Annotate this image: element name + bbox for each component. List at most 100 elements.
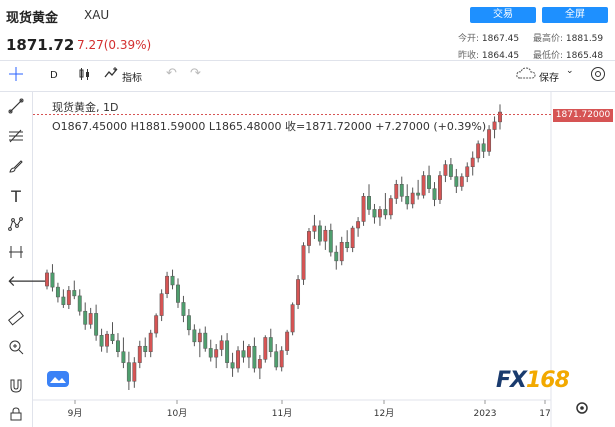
candle-body [132,362,137,382]
candle-body [459,176,464,187]
candle-body [165,275,170,294]
x-axis-labels: 9月 10月 11月 12月 2023 17 [68,400,551,419]
ruler-icon[interactable] [7,310,25,328]
candle-body [421,175,426,196]
fx168-watermark: FX168 [496,368,570,393]
candle-body [66,290,71,305]
measure-icon[interactable] [7,244,25,262]
candle-body [416,192,421,196]
camera-icon[interactable] [590,66,606,85]
last-price-label: 1871.72000 [553,108,613,122]
watermark-text: FX [496,368,527,393]
candle-body [246,345,251,358]
candle-body [334,251,339,262]
redo-icon[interactable]: ↷ [190,66,201,81]
candle-body [252,345,257,369]
x-axis-label: 11月 [272,408,292,419]
candle-body [285,331,290,351]
prev-close-value: 1864.45 [481,51,520,61]
trade-button[interactable]: 交易 [470,7,536,23]
text-icon[interactable]: T [11,187,21,206]
magnet-icon[interactable] [7,378,25,396]
candle-body [148,332,153,352]
candle-body [159,293,164,316]
candle-body [274,351,279,368]
candle-body [399,184,404,197]
candle-body [448,164,453,177]
candle-body [443,164,448,176]
candle-body [388,198,393,216]
open-label: 今开: [458,34,480,44]
candle-body [110,333,115,342]
zoom-icon[interactable] [7,339,25,357]
crosshair-icon[interactable] [7,66,25,84]
candle-body [219,340,224,350]
settings-icon[interactable] [576,402,588,414]
candle-body [230,362,235,369]
candle-body [432,188,437,200]
candle-body [290,304,295,333]
series-legend-ohlc: O1867.45000 H1881.59000 L1865.48000 收=18… [52,120,487,133]
candle-body [323,229,328,242]
fib-icon[interactable] [7,128,25,146]
stat-prev-close: 昨收: 1864.45 [458,48,519,61]
trendline-icon[interactable] [7,98,25,116]
candle-body [197,332,202,343]
candle-body [50,272,55,288]
candle-body [328,229,333,253]
candle-body [176,284,180,303]
indicators-button[interactable]: 指标 [122,73,142,84]
candle-body [356,221,361,229]
candle-body [263,337,268,360]
series-legend-name[interactable]: 现货黄金, 1D [52,101,119,114]
fullscreen-button[interactable]: 全屏 [542,7,608,23]
candle-body [186,315,191,331]
candle-body [394,184,399,199]
compare-icon[interactable] [104,66,120,83]
candle-body [470,157,475,168]
chart-logo-icon [47,371,69,387]
stat-high: 最高价: 1881.59 [533,31,603,44]
candle-body [257,359,262,369]
candle-body [279,350,284,368]
candle-body [317,225,322,242]
chevron-down-icon[interactable]: ⌄ [566,66,574,76]
candle-body [181,302,186,316]
pattern-icon[interactable] [7,216,25,234]
open-value: 1867.45 [481,34,520,44]
candle-body [45,272,49,287]
candle-body [208,348,213,358]
watermark-number: 168 [526,368,570,393]
candle-body [170,275,175,286]
candle-body [454,176,459,187]
interval-button[interactable]: D [50,70,58,81]
candle-body [121,351,126,363]
candle-body [372,209,377,218]
candle-body [438,175,442,200]
candle-body [83,310,88,325]
lock-icon[interactable] [7,406,25,424]
candles-icon[interactable] [78,67,92,84]
stat-open: 今开: 1867.45 [458,31,519,44]
candle-body [105,333,109,347]
candle-body [377,209,382,218]
x-axis-label: 10月 [167,408,187,419]
low-label: 最低价: [533,51,564,61]
candle-body [410,192,415,205]
x-axis-label: 2023 [474,409,497,419]
candle-body [487,129,492,152]
save-button[interactable]: 保存 [539,73,559,84]
candle-body [143,345,148,352]
candle-body [88,313,93,325]
last-price: 1871.72 [6,36,75,54]
candle-body [203,332,208,349]
candle-body [405,196,410,205]
brush-icon[interactable] [7,158,25,176]
candle-body [345,242,350,248]
candle-body [72,290,77,297]
cloud-icon[interactable] [516,67,536,82]
candle-body [339,242,344,262]
candle-body [116,340,120,352]
undo-icon[interactable]: ↶ [166,66,177,81]
